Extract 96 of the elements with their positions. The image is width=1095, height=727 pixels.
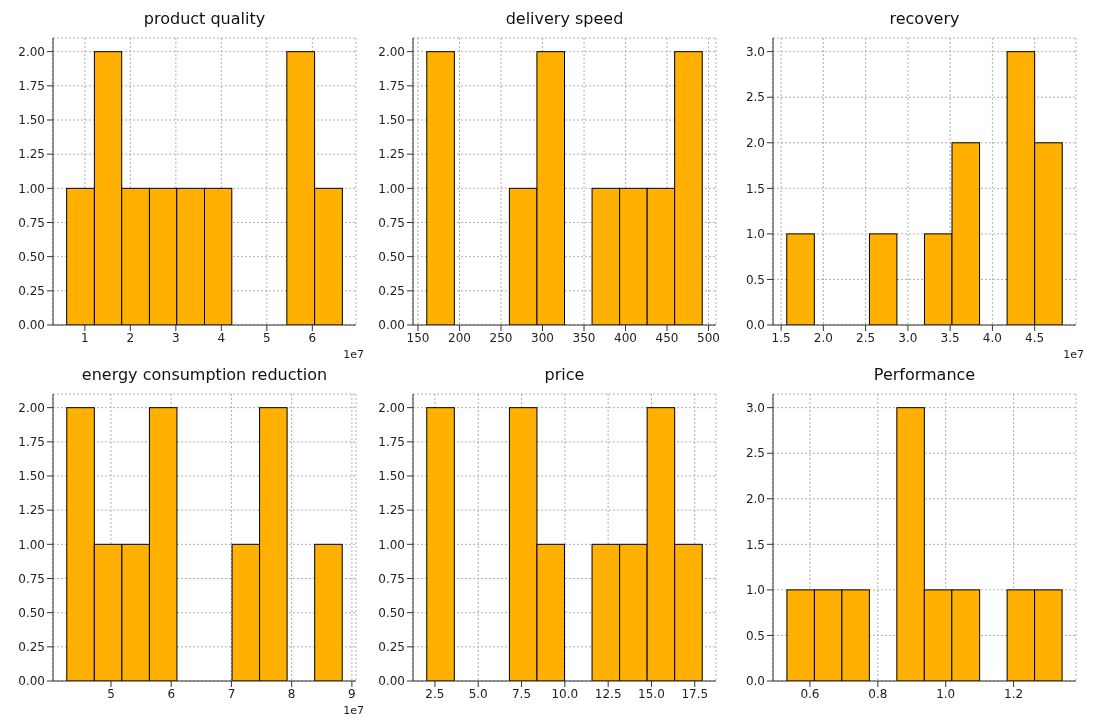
x-tick-label: 2 — [126, 330, 135, 345]
x-tick-label: 2.0 — [813, 330, 833, 345]
y-tick-label: 0.25 — [378, 284, 405, 299]
text: 1e7 — [1063, 348, 1084, 361]
x-tick-label: 1 — [81, 330, 89, 345]
y-tick-label: 2.0 — [745, 492, 765, 507]
y-tick-label: 0.00 — [18, 318, 45, 333]
y-tick-label: 0.50 — [378, 605, 405, 620]
y-tick-label: 2.00 — [378, 44, 405, 59]
x-tick-label: 4.0 — [982, 330, 1002, 345]
x-tick-label: 4.5 — [1025, 330, 1045, 345]
x-tick-label: 6 — [308, 330, 317, 345]
x-tick-label: 5 — [107, 686, 115, 701]
y-tick-label: 0.0 — [745, 674, 765, 689]
y-tick-label: 0.00 — [378, 674, 405, 689]
y-tick-label: 0.50 — [18, 605, 45, 620]
y-tick-label: 0.00 — [378, 318, 405, 333]
x-tick-label: 2.5 — [425, 686, 445, 701]
x-tick-label: 200 — [448, 330, 471, 345]
y-tick-label: 2.5 — [745, 90, 765, 105]
x-tick-label: 5 — [263, 330, 271, 345]
x-tick-label: 12.5 — [594, 686, 622, 701]
y-tick-label: 2.00 — [18, 44, 45, 59]
x-tick-label: 2.5 — [856, 330, 876, 345]
text: 1e7 — [343, 704, 364, 717]
y-tick-label: 0.25 — [18, 640, 45, 655]
x-tick-label: 4 — [217, 330, 226, 345]
x-tick-label: 7.5 — [511, 686, 532, 701]
y-tick-label: 0.75 — [18, 571, 45, 586]
x-tick-label: 7 — [227, 686, 236, 701]
y-tick-label: 1.0 — [745, 227, 765, 242]
x-tick-label: 6 — [167, 686, 176, 701]
x-tick-label: 1.2 — [1004, 686, 1024, 701]
x-tick-label: 3 — [172, 330, 180, 345]
y-tick-label: 1.25 — [378, 147, 405, 162]
x-tick-label: 9 — [348, 686, 356, 701]
x-tick-label: 450 — [655, 330, 679, 345]
y-tick-label: 0.75 — [378, 215, 405, 230]
y-tick-label: 2.5 — [745, 446, 765, 461]
text: 1e7 — [343, 348, 364, 361]
y-tick-label: 1.00 — [378, 181, 405, 196]
chart-title: energy consumption reduction — [80, 364, 329, 386]
x-tick-label: 5.0 — [468, 686, 488, 701]
x-tick-label: 300 — [531, 330, 554, 345]
y-tick-label: 0.50 — [18, 249, 45, 264]
chart-title: recovery — [888, 8, 961, 30]
x-tick-label: 17.5 — [681, 686, 709, 701]
chart-title: price — [543, 364, 586, 386]
y-tick-label: 1.25 — [378, 503, 405, 518]
y-tick-label: 2.00 — [378, 400, 405, 415]
chart-title: product quality — [142, 8, 267, 30]
y-tick-label: 3.0 — [745, 44, 765, 59]
x-tick-label: 350 — [572, 330, 596, 345]
y-tick-label: 1.75 — [378, 79, 405, 94]
y-tick-label: 0.5 — [745, 272, 765, 287]
y-tick-label: 1.25 — [18, 147, 45, 162]
y-tick-label: 0.0 — [745, 318, 765, 333]
x-tick-label: 250 — [489, 330, 513, 345]
y-tick-label: 0.00 — [18, 674, 45, 689]
y-tick-label: 3.0 — [745, 400, 765, 415]
y-tick-label: 0.50 — [378, 249, 405, 264]
y-tick-label: 2.00 — [18, 400, 45, 415]
x-tick-label: 0.6 — [800, 686, 820, 701]
x-tick-label: 10.0 — [551, 686, 579, 701]
y-tick-label: 1.0 — [745, 583, 765, 598]
chart-title: delivery speed — [504, 8, 625, 30]
y-tick-label: 0.75 — [378, 571, 405, 586]
y-tick-label: 0.5 — [745, 628, 765, 643]
x-tick-label: 0.8 — [868, 686, 888, 701]
chart-title: Performance — [872, 364, 977, 386]
y-tick-label: 1.25 — [18, 503, 45, 518]
y-tick-label: 1.75 — [378, 435, 405, 450]
y-tick-label: 1.50 — [18, 113, 45, 128]
y-tick-label: 1.50 — [378, 469, 405, 484]
y-tick-label: 0.75 — [18, 215, 45, 230]
y-tick-label: 1.00 — [18, 181, 45, 196]
y-tick-label: 1.50 — [378, 113, 405, 128]
y-tick-label: 1.00 — [18, 537, 45, 552]
x-tick-label: 15.0 — [638, 686, 665, 701]
x-tick-label: 8 — [287, 686, 296, 701]
x-tick-label: 400 — [614, 330, 637, 345]
y-tick-label: 0.25 — [378, 640, 405, 655]
y-tick-label: 0.25 — [18, 284, 45, 299]
x-tick-label: 3.5 — [940, 330, 960, 345]
x-tick-label: 3.0 — [898, 330, 918, 345]
y-tick-label: 1.5 — [745, 537, 765, 552]
y-tick-label: 1.75 — [18, 79, 45, 94]
y-tick-label: 1.00 — [378, 537, 405, 552]
y-tick-label: 1.75 — [18, 435, 45, 450]
x-tick-label: 1.0 — [936, 686, 956, 701]
y-tick-label: 1.50 — [18, 469, 45, 484]
x-tick-label: 150 — [406, 330, 430, 345]
y-tick-label: 1.5 — [745, 181, 765, 196]
x-tick-label: 500 — [697, 330, 720, 345]
x-tick-label: 1.5 — [771, 330, 791, 345]
y-tick-label: 2.0 — [745, 136, 765, 151]
